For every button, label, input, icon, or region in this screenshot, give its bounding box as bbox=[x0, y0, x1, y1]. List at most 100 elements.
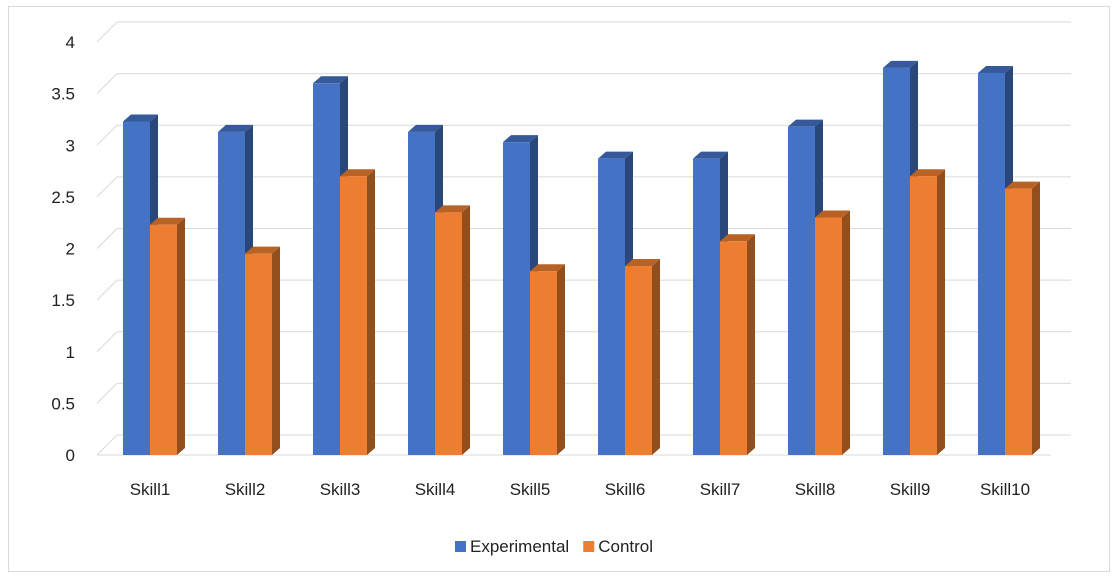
bar-side-face bbox=[652, 259, 660, 455]
bar-top-face bbox=[503, 135, 538, 143]
legend-swatch bbox=[455, 541, 466, 552]
x-category-label: Skill1 bbox=[130, 480, 171, 499]
x-category-label: Skill6 bbox=[605, 480, 646, 499]
gridline-depth bbox=[96, 434, 118, 456]
gridline-depth bbox=[96, 331, 118, 353]
bar-top-face bbox=[910, 169, 945, 177]
y-tick-label: 1 bbox=[66, 343, 75, 362]
bar-front-face bbox=[218, 131, 245, 455]
legend-item-control: Control bbox=[583, 537, 653, 556]
bar-control-skill9 bbox=[910, 169, 945, 455]
y-tick-label: 0 bbox=[66, 446, 75, 465]
legend-label: Control bbox=[598, 537, 653, 556]
bar-side-face bbox=[842, 210, 850, 455]
bar-front-face bbox=[910, 176, 937, 455]
bar-front-face bbox=[720, 241, 747, 455]
bar-top-face bbox=[1005, 181, 1040, 189]
bar-side-face bbox=[1032, 181, 1040, 456]
x-category-label: Skill2 bbox=[225, 480, 266, 499]
bar-front-face bbox=[408, 131, 435, 455]
bar-chart: 00.511.522.533.54 Skill1 Skill2 Skill3 Skil… bbox=[51, 21, 1071, 556]
legend-item-experimental: Experimental bbox=[455, 537, 569, 556]
x-category-label: Skill7 bbox=[700, 480, 741, 499]
bar-top-face bbox=[123, 114, 158, 122]
bar-front-face bbox=[598, 158, 625, 456]
bar-side-face bbox=[557, 264, 565, 455]
bar-front-face bbox=[693, 158, 720, 456]
x-category-label: Skill9 bbox=[890, 480, 931, 499]
bar-top-face bbox=[625, 259, 660, 267]
bar-side-face bbox=[272, 246, 280, 455]
chart-area: 0 0.5 1 1.5 2 2.5 3 3.5 4 Skill1 Skill2 Skill3 Skil… bbox=[8, 6, 1110, 572]
bar-top-face bbox=[435, 205, 470, 213]
bar-top-face bbox=[340, 169, 375, 177]
bar-front-face bbox=[503, 142, 530, 455]
x-category-label: Skill5 bbox=[510, 480, 551, 499]
bar-front-face bbox=[340, 176, 367, 455]
bar-top-face bbox=[245, 246, 280, 254]
bar-side-face bbox=[177, 217, 185, 455]
bar-front-face bbox=[530, 271, 557, 455]
gridline-depth bbox=[96, 21, 118, 43]
bar-control-skill7 bbox=[720, 234, 755, 455]
legend-label: Experimental bbox=[470, 537, 569, 556]
y-tick-label: 3.5 bbox=[51, 85, 75, 104]
bar-top-face bbox=[218, 124, 253, 132]
x-category-label: Skill3 bbox=[320, 480, 361, 499]
x-axis-category-labels: Skill1 Skill2 Skill3 Skill4 Skill5 Skill6 Skil… bbox=[130, 480, 1030, 499]
x-category-label: Skill10 bbox=[980, 480, 1030, 499]
legend-swatch bbox=[583, 541, 595, 552]
bar-control-skill1 bbox=[150, 217, 185, 455]
bar-front-face bbox=[788, 126, 815, 455]
y-axis-tick-labels: 0 0.5 1 1.5 2 2.5 3 3.5 4 bbox=[51, 33, 75, 465]
bar-front-face bbox=[435, 212, 462, 455]
bar-side-face bbox=[747, 234, 755, 455]
bar-top-face bbox=[313, 76, 348, 84]
y-tick-label: 2 bbox=[66, 240, 75, 259]
bar-top-face bbox=[598, 151, 633, 159]
bar-front-face bbox=[313, 83, 340, 456]
y-tick-label: 1.5 bbox=[51, 291, 75, 310]
bar-control-skill2 bbox=[245, 246, 280, 455]
bar-control-skill6 bbox=[625, 259, 660, 455]
x-category-label: Skill8 bbox=[795, 480, 836, 499]
bar-control-skill5 bbox=[530, 264, 565, 455]
bar-top-face bbox=[530, 264, 565, 272]
bar-top-face bbox=[150, 217, 185, 225]
bar-top-face bbox=[720, 234, 755, 242]
bar-top-face bbox=[978, 65, 1013, 73]
y-tick-label: 2.5 bbox=[51, 188, 75, 207]
gridline-depth bbox=[96, 73, 118, 94]
bar-side-face bbox=[462, 205, 470, 455]
bar-top-face bbox=[788, 119, 823, 127]
bar-top-face bbox=[815, 210, 850, 218]
x-category-label: Skill4 bbox=[415, 480, 456, 499]
bar-top-face bbox=[883, 60, 918, 68]
bar-top-face bbox=[693, 151, 728, 159]
y-tick-label: 3 bbox=[66, 136, 75, 155]
bar-control-skill4 bbox=[435, 205, 470, 455]
gridline-depth bbox=[96, 279, 118, 301]
gridline-depth bbox=[96, 176, 118, 198]
bar-side-face bbox=[367, 169, 375, 455]
bar-experimental-skill8 bbox=[788, 119, 823, 455]
bar-front-face bbox=[245, 253, 272, 455]
bar-front-face bbox=[123, 121, 150, 455]
bar-front-face bbox=[1005, 188, 1032, 456]
legend: Experimental Control bbox=[455, 537, 653, 556]
bar-control-skill10 bbox=[1005, 181, 1040, 456]
bar-side-face bbox=[937, 169, 945, 455]
bars bbox=[123, 60, 1040, 456]
bar-control-skill8 bbox=[815, 210, 850, 455]
y-tick-label: 4 bbox=[66, 33, 75, 52]
bar-front-face bbox=[625, 266, 652, 455]
bar-control-skill3 bbox=[340, 169, 375, 455]
gridline-depth bbox=[96, 383, 118, 404]
bar-front-face bbox=[978, 72, 1005, 455]
gridline-depth bbox=[96, 124, 118, 146]
y-tick-label: 0.5 bbox=[51, 394, 75, 413]
bar-front-face bbox=[815, 217, 842, 455]
gridline-depth bbox=[96, 228, 118, 249]
bar-front-face bbox=[150, 224, 177, 455]
bar-front-face bbox=[883, 67, 910, 455]
